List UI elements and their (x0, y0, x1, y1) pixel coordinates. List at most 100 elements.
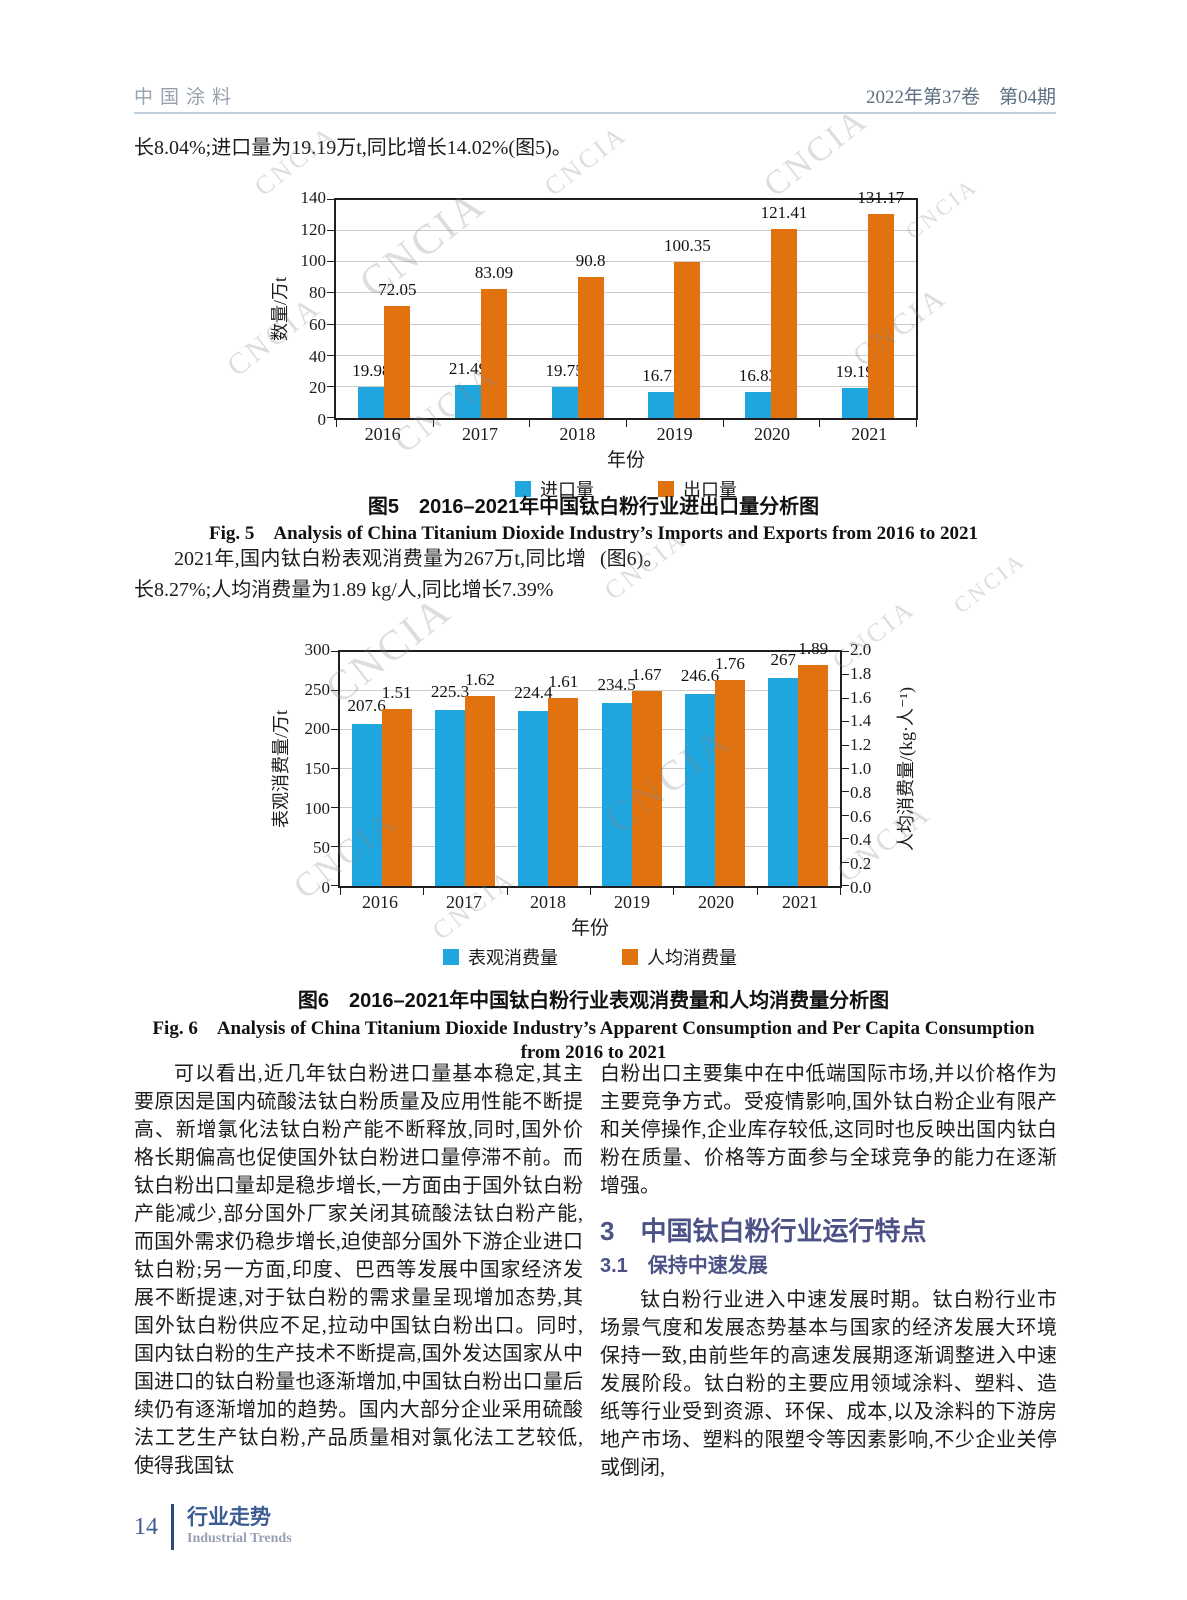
y-axis-tick: 50 (313, 838, 330, 858)
fig6-caption-zh: 图6 2016–2021年中国钛白粉行业表观消费量和人均消费量分析图 (297, 990, 890, 1012)
bar-value-label: 72.05 (378, 279, 417, 299)
bar-value-label: 234.5 (597, 675, 636, 695)
bar-进口量: 21.49 (449, 359, 487, 418)
y-tick-mark (842, 791, 849, 793)
y-axis-tick: 120 (300, 219, 327, 239)
y-tick-mark (842, 651, 849, 652)
y-axis-tick: 140 (300, 188, 327, 207)
bar-value-label: 1.89 (798, 638, 829, 658)
bar-group: 16.71 100.35 (626, 200, 723, 418)
bar-出口量: 72.05 (378, 280, 416, 418)
legend-swatch (658, 481, 674, 497)
figure-6-chart: 表观消费量/万t 0 50 100 150 200 250 300 207.6 1.51 225… (266, 639, 986, 970)
y-tick-mark (327, 385, 334, 387)
bar-表观消费量: 225.3 (431, 682, 469, 886)
bar-出口量: 83.09 (475, 263, 513, 418)
legend-swatch (622, 949, 638, 965)
x-tick-mark (529, 420, 531, 427)
gridline (336, 230, 916, 232)
y-tick-mark (327, 199, 334, 200)
y-axis-tick: 60 (309, 314, 326, 334)
y-axis-tick: 250 (304, 679, 331, 699)
body-left-column: 可以看出,近几年钛白粉进口量基本稳定,其主要原因是国内硫酸法钛白粉质量及应用性能… (134, 1060, 583, 1480)
fig6-left-y-axis-label: 表观消费量/万t (266, 650, 294, 888)
page-footer: 14 行业走势 Industrial Trends (134, 1504, 292, 1550)
gridline (340, 807, 840, 809)
bar-表观消费量: 246.6 (681, 666, 719, 886)
fig6-plot-area: 207.6 1.51 225.3 1.62 224.4 1.61 234.5 1.67 246.… (331, 639, 849, 895)
section-heading: 3 中国钛白粉行业运行特点 (600, 1216, 927, 1246)
bar-group: 267 1.89 (757, 639, 840, 886)
y-axis-tick: 0.6 (850, 806, 872, 826)
bar-group: 224.4 1.61 (507, 652, 590, 886)
issue-info: 2022年第37卷 第04期 (865, 87, 1056, 108)
bar-group: 19.75 90.8 (529, 200, 626, 418)
fig5-legend: 进口量 出口量 (334, 476, 918, 502)
fig6-left-y-axis-ticks: 0 50 100 150 200 250 300 (294, 640, 338, 897)
x-axis-tick: 2021 (851, 424, 888, 444)
gridline (336, 354, 916, 356)
bar-value-label: 21.49 (448, 358, 488, 378)
bar-value-label: 100.35 (663, 235, 711, 255)
body-right-column: 白粉出口主要集中在中低端国际市场,并以价格作为主要竞争方式。受疫情影响,国外钛白… (600, 1060, 1057, 1482)
bar-出口量: 90.8 (576, 251, 606, 418)
bar-表观消费量: 224.4 (514, 683, 552, 886)
y-axis-tick: 0.8 (850, 782, 872, 802)
bar-进口量: 19.19 (836, 362, 874, 418)
fig6-left-y-axis-label-text: 表观消费量/万t (271, 709, 291, 829)
bar-value-label: 207.6 (347, 696, 386, 716)
bar-表观消费量: 207.6 (348, 696, 386, 886)
x-axis-tick: 2019 (614, 892, 650, 912)
x-axis-tick: 2020 (698, 892, 734, 912)
fig6-right-y-axis-ticks: 0.0 0.2 0.4 0.6 0.8 1.0 1.2 1.4 1.6 1.8 2.0 (842, 640, 888, 897)
y-axis-tick: 300 (304, 640, 331, 659)
gridline (336, 323, 916, 325)
x-tick-mark (432, 420, 434, 427)
legend-label: 表观消费量 (468, 948, 558, 968)
footer-label-en: Industrial Trends (187, 1531, 292, 1546)
gridline (340, 768, 840, 769)
x-tick-mark (756, 888, 758, 895)
gridline (340, 729, 840, 731)
bar-人均消费量: 1.67 (631, 665, 662, 886)
bar-value-label: 224.4 (514, 682, 553, 702)
bar-value-label: 246.6 (680, 665, 720, 685)
fig6-x-axis-label: 年份 (570, 918, 609, 939)
y-tick-mark (327, 323, 334, 325)
bar-group: 19.19 131.17 (819, 188, 916, 418)
legend-entry: 表观消费量 (443, 944, 558, 970)
page-number: 14 (134, 1513, 158, 1540)
bar-value-label: 131.17 (857, 187, 905, 207)
legend-label: 进口量 (540, 480, 594, 500)
intro-paragraph: 长8.04%;进口量为19.19万t,同比增长14.02%(图5)。 (134, 137, 572, 159)
x-tick-mark (626, 420, 627, 427)
y-tick-mark (331, 690, 338, 691)
bar-进口量: 19.75 (546, 361, 584, 418)
bar-value-label: 1.51 (381, 683, 412, 703)
y-tick-mark (327, 354, 334, 356)
fig5-chart-area: 数量/万t 0 20 40 60 80 100 120 140 19.98 72.05 21.49… (266, 188, 966, 429)
x-tick-mark (819, 420, 821, 427)
y-axis-tick: 0.0 (850, 878, 872, 897)
x-axis-tick: 2017 (461, 424, 498, 444)
y-axis-tick: 1.4 (850, 711, 872, 731)
y-axis-tick: 20 (309, 378, 326, 398)
y-tick-mark (327, 417, 334, 418)
y-axis-tick: 150 (304, 759, 331, 778)
consumption-paragraph-left: 2021年,国内钛白粉表观消费量为267万t,同比增长8.27%;人均消费量为1… (134, 548, 586, 601)
legend-entry: 人均消费量 (622, 944, 737, 970)
legend-entry: 进口量 (515, 476, 594, 502)
bar-value-label: 19.75 (545, 361, 584, 381)
journal-name: 中国涂料 (134, 87, 239, 108)
bar-进口量: 16.83 (739, 366, 777, 418)
bar-value-label: 121.41 (760, 202, 808, 222)
y-axis-tick: 0 (321, 878, 331, 897)
x-axis-tick: 2017 (446, 892, 482, 912)
y-tick-mark (327, 292, 334, 294)
bar-value-label: 16.83 (738, 365, 778, 385)
fig6-right-y-axis-label: 人均消费量/(kg·人⁻¹) (888, 650, 922, 888)
y-axis-tick: 0.2 (850, 854, 872, 874)
x-axis-tick: 2018 (530, 892, 566, 912)
bar-出口量: 121.41 (761, 203, 807, 418)
bar-人均消费量: 1.61 (548, 672, 579, 886)
